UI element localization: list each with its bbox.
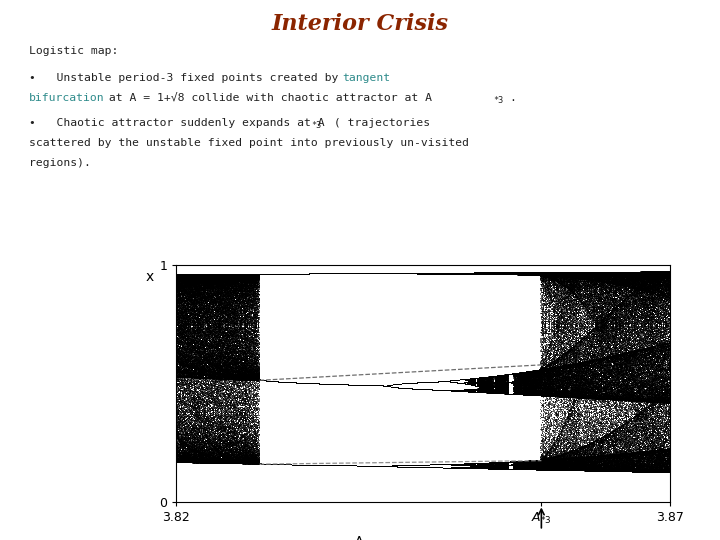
Text: A: A bbox=[355, 536, 363, 540]
Text: bifurcation: bifurcation bbox=[29, 93, 104, 103]
Text: Interior Crisis: Interior Crisis bbox=[271, 14, 449, 36]
Text: ( trajectories: ( trajectories bbox=[327, 118, 430, 128]
Text: *3: *3 bbox=[311, 121, 321, 130]
Text: at A = 1+√8 collide with chaotic attractor at A: at A = 1+√8 collide with chaotic attract… bbox=[102, 93, 432, 103]
Y-axis label: x: x bbox=[145, 269, 153, 284]
Text: .: . bbox=[509, 93, 516, 103]
Text: tangent: tangent bbox=[342, 73, 390, 83]
Text: •   Chaotic attractor suddenly expands at A: • Chaotic attractor suddenly expands at … bbox=[29, 118, 325, 128]
Text: scattered by the unstable fixed point into previously un-visited: scattered by the unstable fixed point in… bbox=[29, 138, 469, 148]
Text: Logistic map:: Logistic map: bbox=[29, 46, 118, 56]
Text: regions).: regions). bbox=[29, 158, 91, 168]
Text: •   Unstable period-3 fixed points created by: • Unstable period-3 fixed points created… bbox=[29, 73, 345, 83]
Text: *3: *3 bbox=[493, 96, 503, 105]
